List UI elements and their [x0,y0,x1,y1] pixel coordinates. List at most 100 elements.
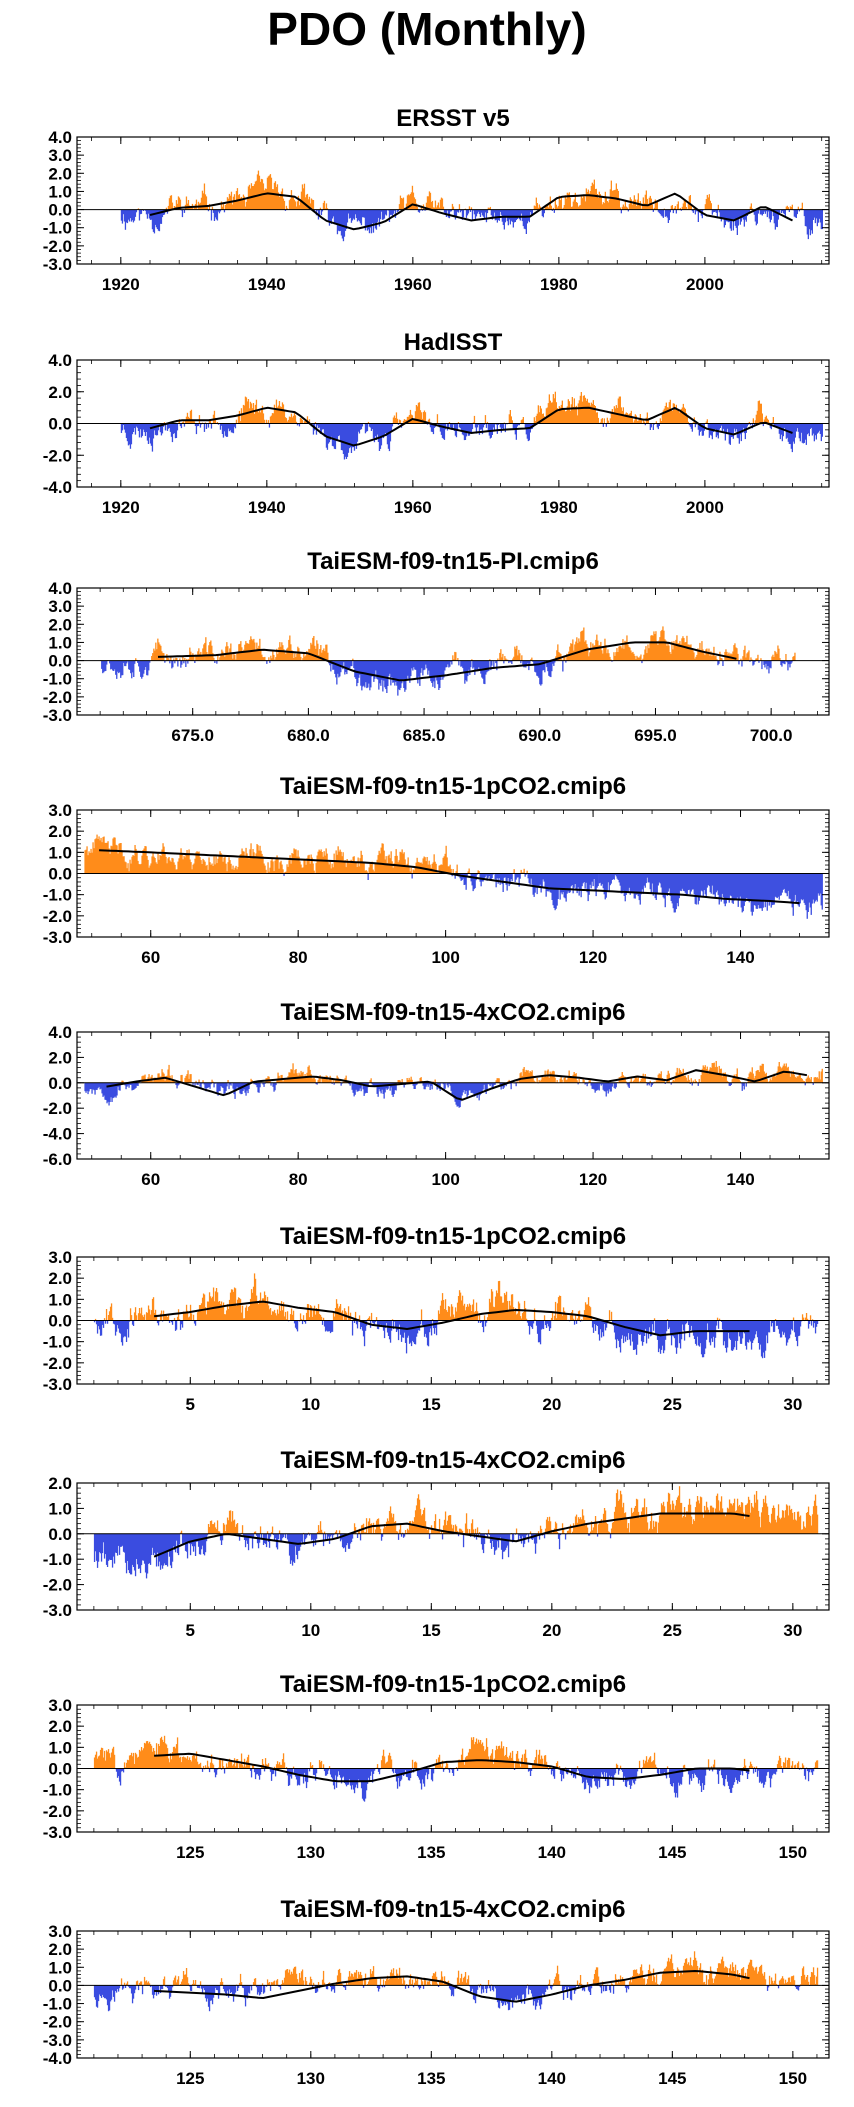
anomaly-bar [237,652,239,661]
anomaly-bar [470,660,472,668]
anomaly-bar [137,423,140,431]
anomaly-bar [240,854,242,874]
anomaly-bar [465,660,467,681]
anomaly-bar [444,853,446,874]
anomaly-bar [575,405,577,424]
anomaly-bar [644,1320,647,1329]
anomaly-bar [667,209,669,223]
anomaly-bar [144,660,146,670]
anomaly-bar [496,209,498,223]
anomaly-bar [322,856,324,874]
anomaly-bar [321,209,324,212]
anomaly-bar [541,414,543,424]
anomaly-bar [676,1067,678,1083]
anomaly-bar [692,1080,694,1083]
anomaly-bar [413,870,415,874]
anomaly-bar [721,658,723,661]
anomaly-bar [784,1066,786,1083]
anomaly-bar [705,649,707,661]
anomaly-bar [321,1320,324,1325]
anomaly-bar [363,1320,366,1347]
anomaly-bar [636,1320,639,1345]
anomaly-bar [124,209,127,230]
anomaly-bar [701,423,703,436]
x-tick-label: 1940 [248,498,286,517]
anomaly-bar [221,854,223,874]
anomaly-bar [533,1308,536,1321]
anomaly-bar [487,1082,489,1084]
anomaly-bar [551,209,553,211]
anomaly-bar [740,209,742,222]
anomaly-bar [411,185,414,210]
anomaly-bar [487,423,489,431]
anomaly-bar [535,197,537,210]
anomaly-bar [789,423,791,445]
anomaly-bar [444,660,446,671]
anomaly-bar [607,202,609,210]
anomaly-bar [247,857,249,874]
anomaly-bar [228,857,230,874]
anomaly-bar [254,1082,256,1085]
anomaly-bar [286,648,288,661]
anomaly-bar [625,641,627,661]
anomaly-bar [377,1082,379,1097]
anomaly-bar [147,1305,150,1321]
anomaly-bar [706,648,708,661]
anomaly-bar [519,653,521,661]
anomaly-bar [700,1075,702,1083]
anomaly-bar [356,1082,358,1092]
anomaly-bar [650,1320,653,1336]
anomaly-bar [557,644,559,661]
anomaly-bar [208,645,210,661]
anomaly-bar [283,1316,286,1321]
anomaly-bar [811,209,813,234]
anomaly-bar [675,209,677,214]
anomaly-bar [578,638,580,661]
anomaly-bar [476,873,478,875]
anomaly-bar [327,862,329,874]
anomaly-bar [364,870,366,874]
anomaly-bar [801,1078,803,1083]
anomaly-bar [746,873,748,899]
anomaly-bar [145,1312,148,1321]
anomaly-bar [173,206,176,210]
anomaly-bar [489,1302,492,1321]
anomaly-bar [191,655,193,661]
anomaly-bar [754,660,756,662]
anomaly-bar [524,209,526,230]
anomaly-bar [451,660,453,665]
anomaly-bar [632,873,634,894]
anomaly-bar [335,1299,338,1321]
anomaly-bar [287,419,290,424]
anomaly-bar [243,1318,246,1321]
anomaly-bar [744,423,746,440]
anomaly-bar [701,1320,704,1358]
anomaly-bar [564,195,566,210]
anomaly-bar [687,1320,690,1325]
anomaly-bar [213,1082,215,1088]
anomaly-bar [667,407,669,424]
anomaly-bar [613,1082,615,1088]
anomaly-bar [131,1320,134,1325]
anomaly-bar [345,660,347,672]
anomaly-bar [263,863,265,874]
anomaly-bar [308,1065,310,1083]
anomaly-bar [369,1080,371,1083]
anomaly-bar [409,660,411,683]
anomaly-bar [647,644,649,661]
anomaly-bar [324,208,327,210]
anomaly-bar [362,1082,364,1090]
anomaly-bar [367,421,370,424]
anomaly-bar [477,870,479,874]
anomaly-bar [545,205,547,210]
anomaly-bar [691,1320,694,1331]
anomaly-bar [775,652,777,661]
anomaly-bar [766,1079,768,1083]
anomaly-bar [680,209,682,211]
anomaly-bar [360,423,363,430]
anomaly-bar [238,1298,241,1321]
anomaly-bar [741,660,743,667]
anomaly-bar [706,1320,709,1324]
anomaly-bar [117,1320,120,1329]
anomaly-bar [402,420,405,424]
